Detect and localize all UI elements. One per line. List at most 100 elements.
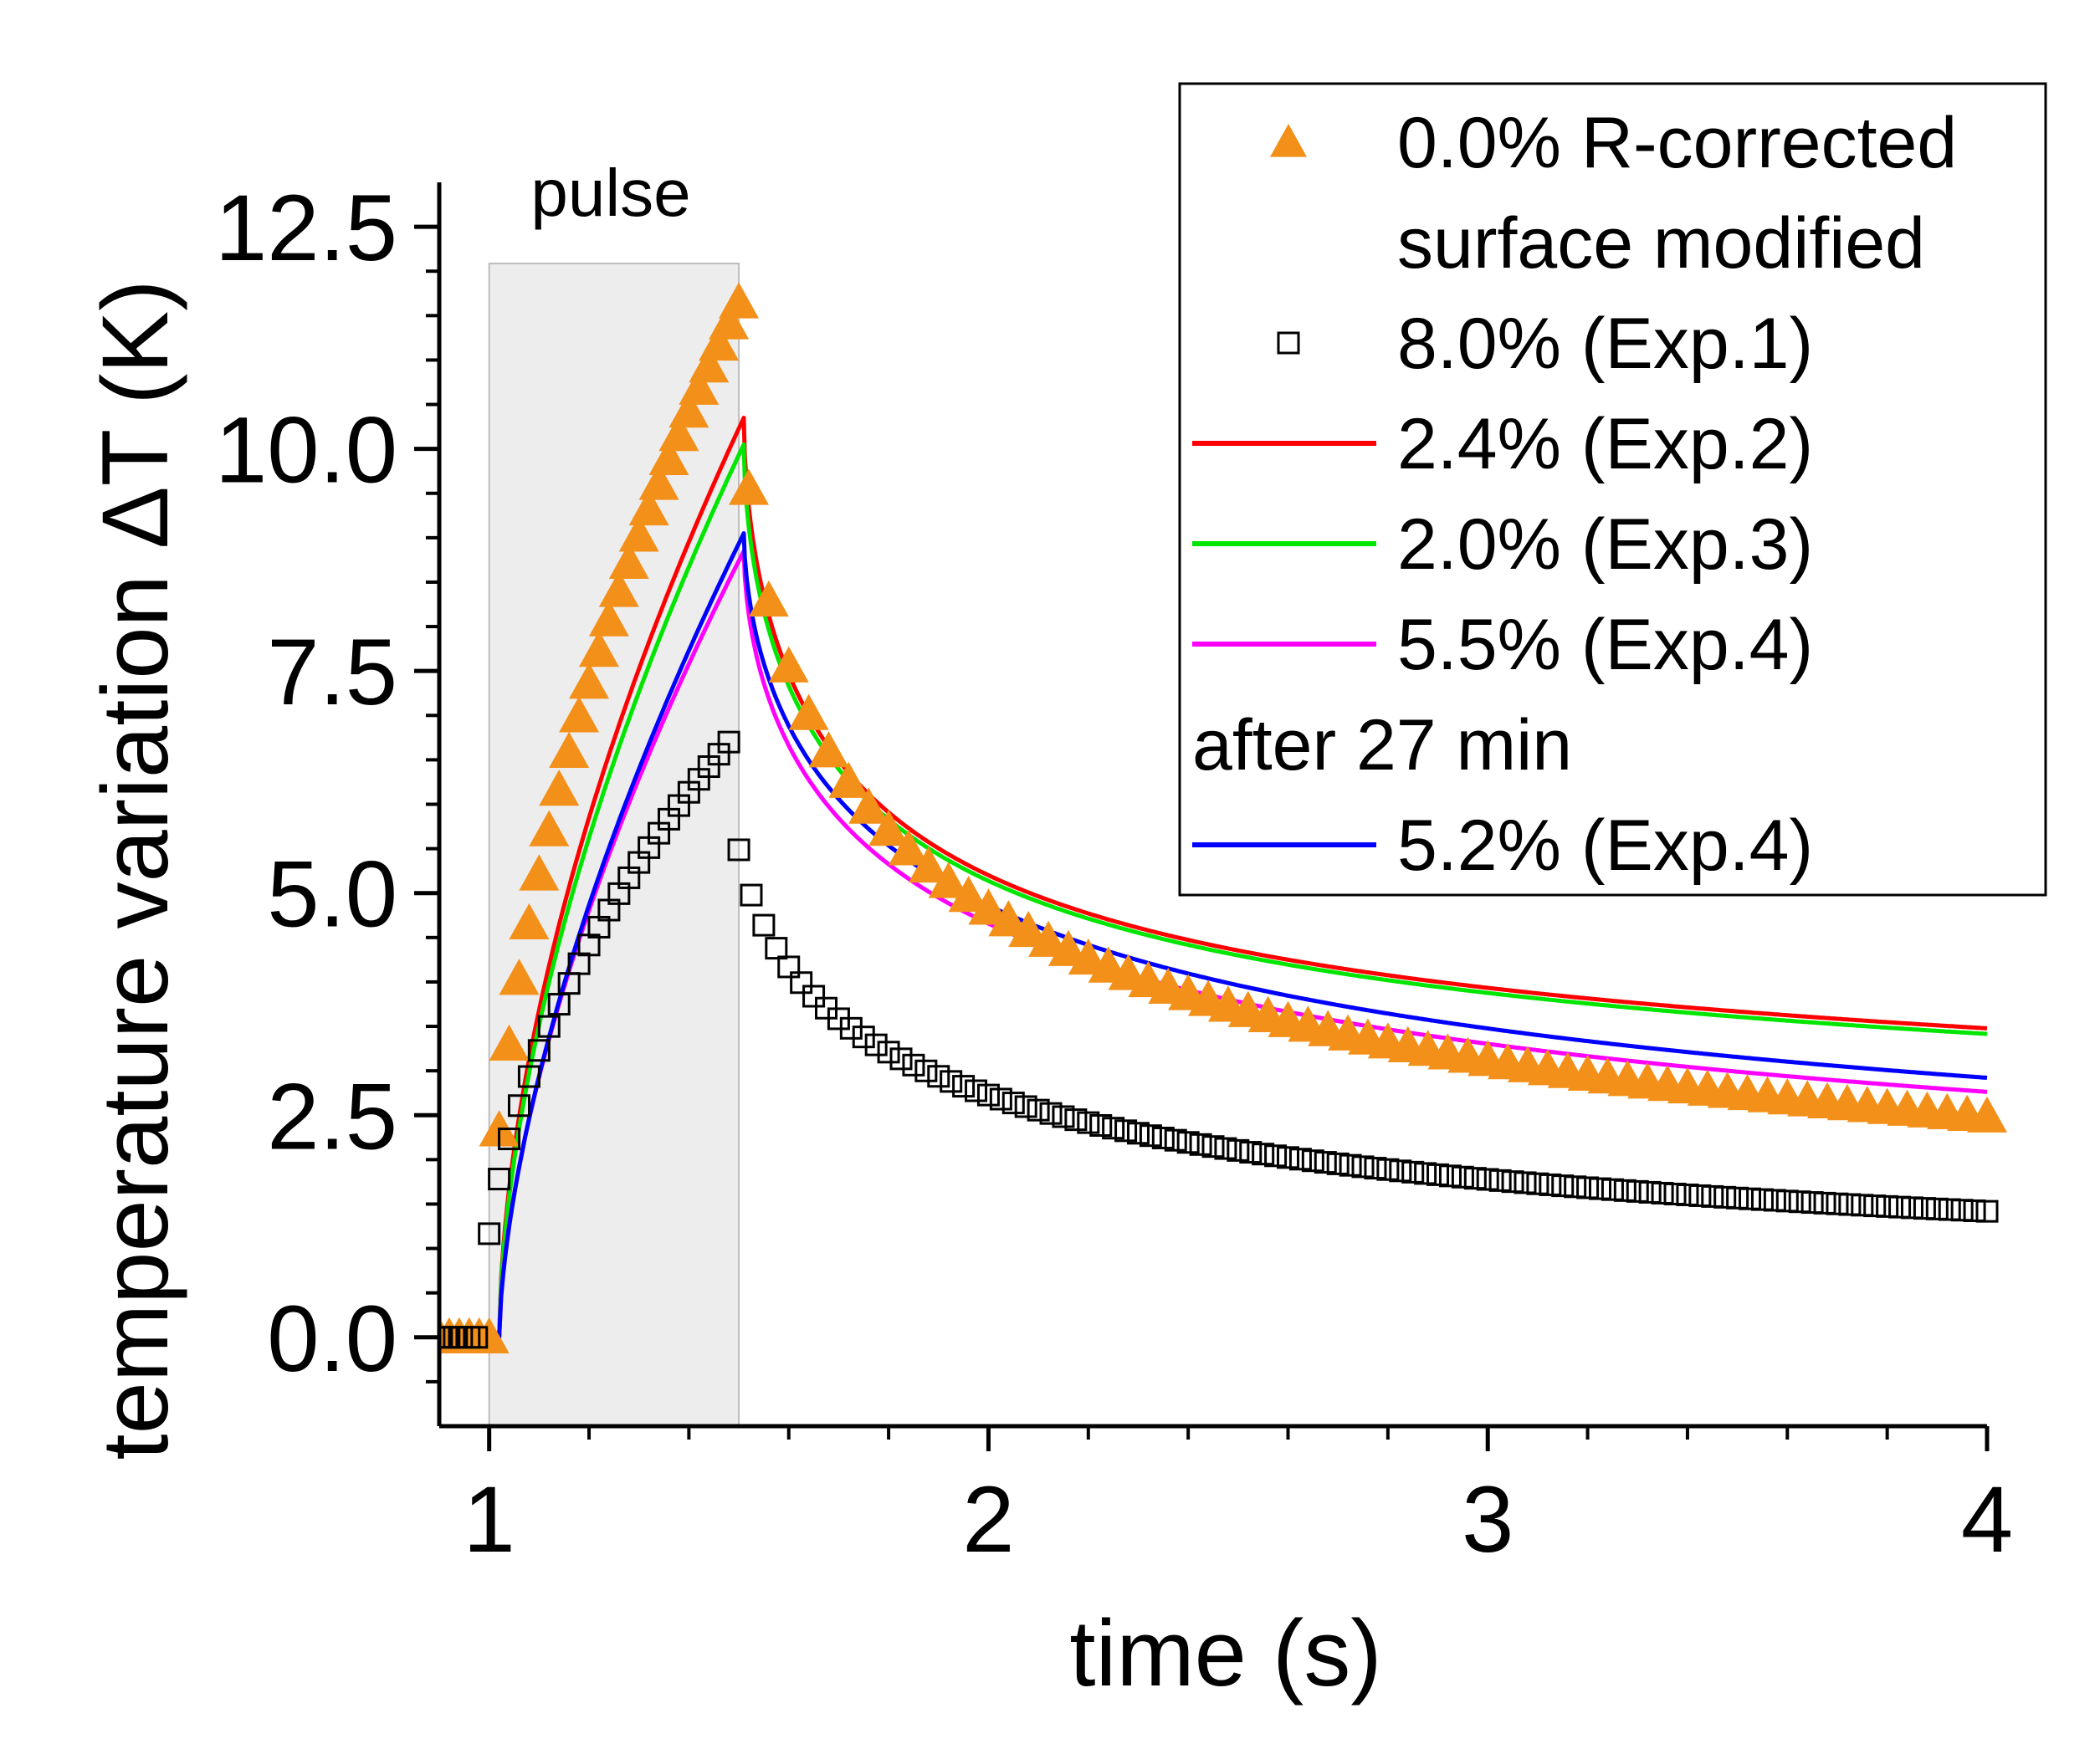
data-point <box>1688 1184 1712 1207</box>
plot-area <box>439 282 2007 1353</box>
legend-label: 0.0% R-corrected <box>1397 103 1957 183</box>
data-point <box>1488 1169 1512 1192</box>
data-point <box>488 1168 511 1191</box>
data-point <box>1551 1174 1575 1198</box>
legend: 0.0% R-corrected surface modified 8.0% (Ex… <box>1178 82 2047 897</box>
data-point <box>839 1016 863 1040</box>
data-point <box>1463 1167 1487 1190</box>
data-point <box>1601 1178 1624 1201</box>
y-tick-label: 5.0 <box>267 842 397 947</box>
y-tick-label: 2.5 <box>267 1064 397 1169</box>
data-point <box>729 468 769 505</box>
y-tick-label: 0.0 <box>267 1286 397 1391</box>
data-point <box>608 542 649 580</box>
data-point <box>1102 1117 1125 1140</box>
legend-label: 8.0% (Exp.1) <box>1397 304 1813 384</box>
data-point <box>1401 1160 1425 1184</box>
legend-label: 5.5% (Exp.4) <box>1397 605 1813 685</box>
data-point <box>618 515 659 552</box>
data-point <box>1713 1185 1737 1209</box>
data-point <box>748 580 789 617</box>
data-point <box>765 937 788 960</box>
data-point <box>1151 1126 1175 1149</box>
data-point <box>1763 1189 1786 1212</box>
data-point <box>465 1326 489 1349</box>
data-point <box>1663 1182 1687 1205</box>
data-point <box>989 1087 1012 1111</box>
data-point <box>499 959 540 995</box>
data-point <box>928 862 969 898</box>
data-point <box>578 630 619 667</box>
data-point <box>1626 1179 1649 1203</box>
data-point <box>1876 1194 1899 1218</box>
data-point <box>1114 1119 1138 1143</box>
pulse-label: pulse <box>530 156 690 230</box>
legend-label: 5.2% (Exp.4) <box>1397 806 1813 886</box>
data-point <box>1301 1149 1324 1173</box>
data-point <box>1539 1173 1562 1196</box>
y-tick-label: 10.0 <box>215 398 397 503</box>
data-point <box>717 730 740 754</box>
data-point <box>908 846 949 883</box>
data-point <box>1826 1192 1849 1215</box>
y-tick-label: 7.5 <box>267 620 397 724</box>
data-point <box>740 883 763 907</box>
data-point <box>537 1015 561 1038</box>
data-point <box>1476 1168 1499 1191</box>
data-point <box>914 1059 938 1082</box>
data-point <box>1389 1159 1412 1183</box>
data-point <box>1851 1194 1874 1217</box>
data-point <box>777 955 801 979</box>
data-point <box>828 761 869 798</box>
data-point <box>790 971 813 995</box>
data-point <box>1564 1175 1587 1199</box>
data-point <box>888 829 929 866</box>
data-point <box>1414 1162 1437 1185</box>
data-point <box>638 463 679 500</box>
legend-label: 2.4% (Exp.2) <box>1397 404 1813 484</box>
data-point <box>1176 1131 1200 1154</box>
data-point <box>1064 1108 1088 1132</box>
data-point <box>699 324 740 361</box>
data-point <box>517 1065 540 1088</box>
data-point <box>1239 1141 1263 1164</box>
data-point <box>1139 1124 1162 1148</box>
data-point <box>559 696 600 733</box>
y-tick-label: 12.5 <box>215 176 397 280</box>
legend-label: 2.0% (Exp.3) <box>1397 504 1813 585</box>
data-point <box>1775 1189 1799 1213</box>
x-tick-label: 4 <box>1961 1467 2013 1572</box>
data-point <box>768 646 809 683</box>
data-point <box>1189 1133 1212 1156</box>
legend-label: surface modified <box>1397 203 1925 284</box>
data-point <box>1788 1190 1811 1214</box>
series-s0 <box>439 282 2007 1353</box>
data-point <box>529 810 570 846</box>
data-point <box>689 346 730 383</box>
data-point <box>719 282 760 319</box>
legend-swatch <box>1270 124 1307 157</box>
data-point <box>509 903 550 940</box>
data-point <box>752 913 776 937</box>
legend-box <box>1178 82 2047 897</box>
data-point <box>848 787 889 824</box>
data-point <box>1975 1199 1999 1223</box>
data-point <box>1726 1186 1749 1210</box>
x-tick-label: 3 <box>1462 1467 1514 1572</box>
data-point <box>588 600 629 637</box>
x-axis-title: time (s) <box>1069 1601 1381 1706</box>
data-point <box>1613 1179 1636 1202</box>
data-point <box>539 770 580 806</box>
data-point <box>1967 1096 2007 1133</box>
data-point <box>1900 1196 1923 1220</box>
data-point <box>439 1326 451 1349</box>
data-point <box>1701 1184 1724 1208</box>
data-point <box>976 1083 1000 1107</box>
data-point <box>1739 1187 1762 1210</box>
data-point <box>902 1053 925 1077</box>
data-point <box>1052 1105 1075 1128</box>
data-point <box>507 1094 530 1118</box>
data-point <box>1364 1157 1387 1180</box>
data-point <box>1164 1128 1187 1152</box>
data-point <box>1288 1148 1312 1171</box>
